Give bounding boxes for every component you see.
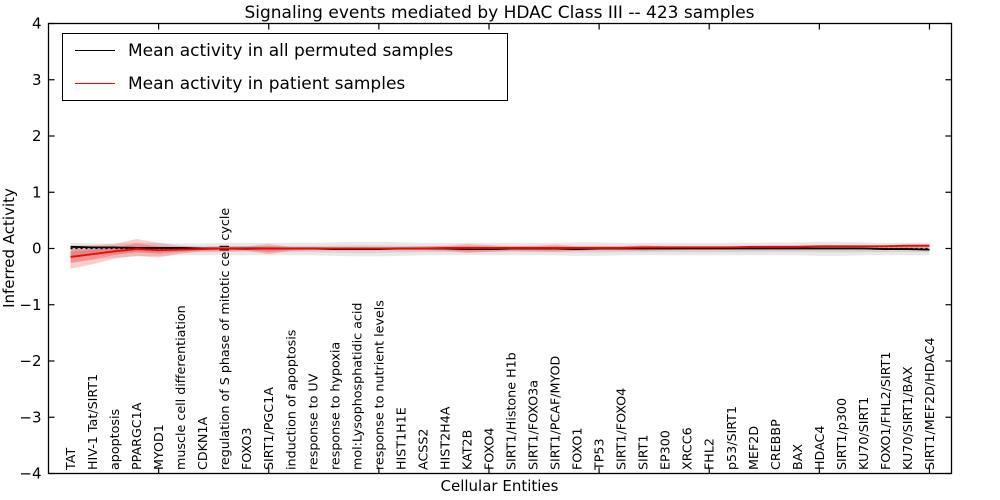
- legend-item-permuted-samples: Mean activity in all permuted samples: [63, 34, 507, 67]
- entity-label: KU70/SIRT1/BAX: [900, 366, 915, 470]
- entity-label: SIRT1/MEF2D/HDAC4: [922, 337, 937, 470]
- entity-label: HIST2H4A: [437, 406, 452, 470]
- entity-label: TAT: [63, 448, 78, 471]
- y-tick-label: 2: [32, 127, 42, 145]
- legend-label-permuted: Mean activity in all permuted samples: [128, 40, 454, 61]
- entity-label: regulation of S phase of mitotic cell cy…: [217, 208, 232, 470]
- y-tick-label: 4: [32, 15, 42, 33]
- entity-label: induction of apoptosis: [283, 330, 298, 470]
- entity-label: mol:Lysophosphatidic acid: [349, 303, 364, 470]
- y-tick-label: 0: [32, 240, 42, 258]
- entity-label: FOXO1/FHL2/SIRT1: [878, 352, 893, 470]
- legend-item-patient-samples: Mean activity in patient samples: [63, 67, 507, 100]
- x-axis-label: Cellular Entities: [440, 477, 559, 495]
- y-tick-label: −3: [19, 408, 41, 426]
- entity-label: response to nutrient levels: [371, 300, 386, 470]
- y-tick-label: 3: [32, 71, 42, 89]
- y-tick-label: −4: [19, 465, 41, 483]
- legend-line-patient-icon: [75, 83, 115, 84]
- entity-label: apoptosis: [107, 409, 122, 470]
- entity-label: SIRT1: [636, 434, 651, 470]
- entity-label: CDKN1A: [195, 416, 210, 470]
- entity-label: CREBBP: [768, 419, 783, 470]
- entity-label: SIRT1/FOXO3a: [526, 380, 541, 470]
- y-axis-label: Inferred Activity: [0, 188, 18, 308]
- series-line-patient: [70, 244, 930, 258]
- entity-label: KAT2B: [459, 430, 474, 470]
- entity-label: TP53: [592, 438, 607, 471]
- entity-label: p53/SIRT1: [724, 406, 739, 470]
- entity-label: FOXO1: [570, 428, 585, 470]
- entity-label: muscle cell differentiation: [173, 305, 188, 470]
- entity-label: ACSS2: [415, 429, 430, 471]
- entity-label: HDAC4: [812, 426, 827, 470]
- legend-label-patient: Mean activity in patient samples: [128, 73, 406, 94]
- entity-label: MEF2D: [746, 426, 761, 470]
- entity-label: HIST1H1E: [393, 407, 408, 470]
- entity-label: BAX: [790, 444, 805, 470]
- legend: Mean activity in all permuted samples Me…: [62, 33, 508, 101]
- entity-label: SIRT1/PGC1A: [261, 387, 276, 470]
- entity-label: PPARGC1A: [129, 402, 144, 470]
- entity-label: FOXO3: [239, 428, 254, 470]
- y-tick-label: −1: [19, 296, 41, 314]
- entity-label: SIRT1/FOXO4: [614, 388, 629, 470]
- y-tick-label: −2: [19, 352, 41, 370]
- entity-label: SIRT1/Histone H1b: [504, 352, 519, 470]
- y-tick-label: 1: [32, 183, 42, 201]
- entity-label: KU70/SIRT1: [856, 397, 871, 470]
- entity-label: HIV-1 Tat/SIRT1: [85, 374, 100, 470]
- entity-label: response to hypoxia: [327, 342, 342, 470]
- entity-label: SIRT1/p300: [834, 398, 849, 470]
- entity-label: SIRT1/PCAF/MYOD: [548, 355, 563, 470]
- entity-label: XRCC6: [680, 427, 695, 470]
- entity-label: EP300: [658, 430, 673, 470]
- entity-label: MYOD1: [151, 424, 166, 470]
- legend-line-permuted-icon: [75, 50, 115, 51]
- entity-label: response to UV: [305, 373, 320, 470]
- chart-title: Signaling events mediated by HDAC Class …: [244, 3, 755, 23]
- entity-label: FOXO4: [481, 428, 496, 470]
- patient-activity-range-band-outer: [70, 238, 930, 269]
- entity-label: FHL2: [702, 438, 717, 470]
